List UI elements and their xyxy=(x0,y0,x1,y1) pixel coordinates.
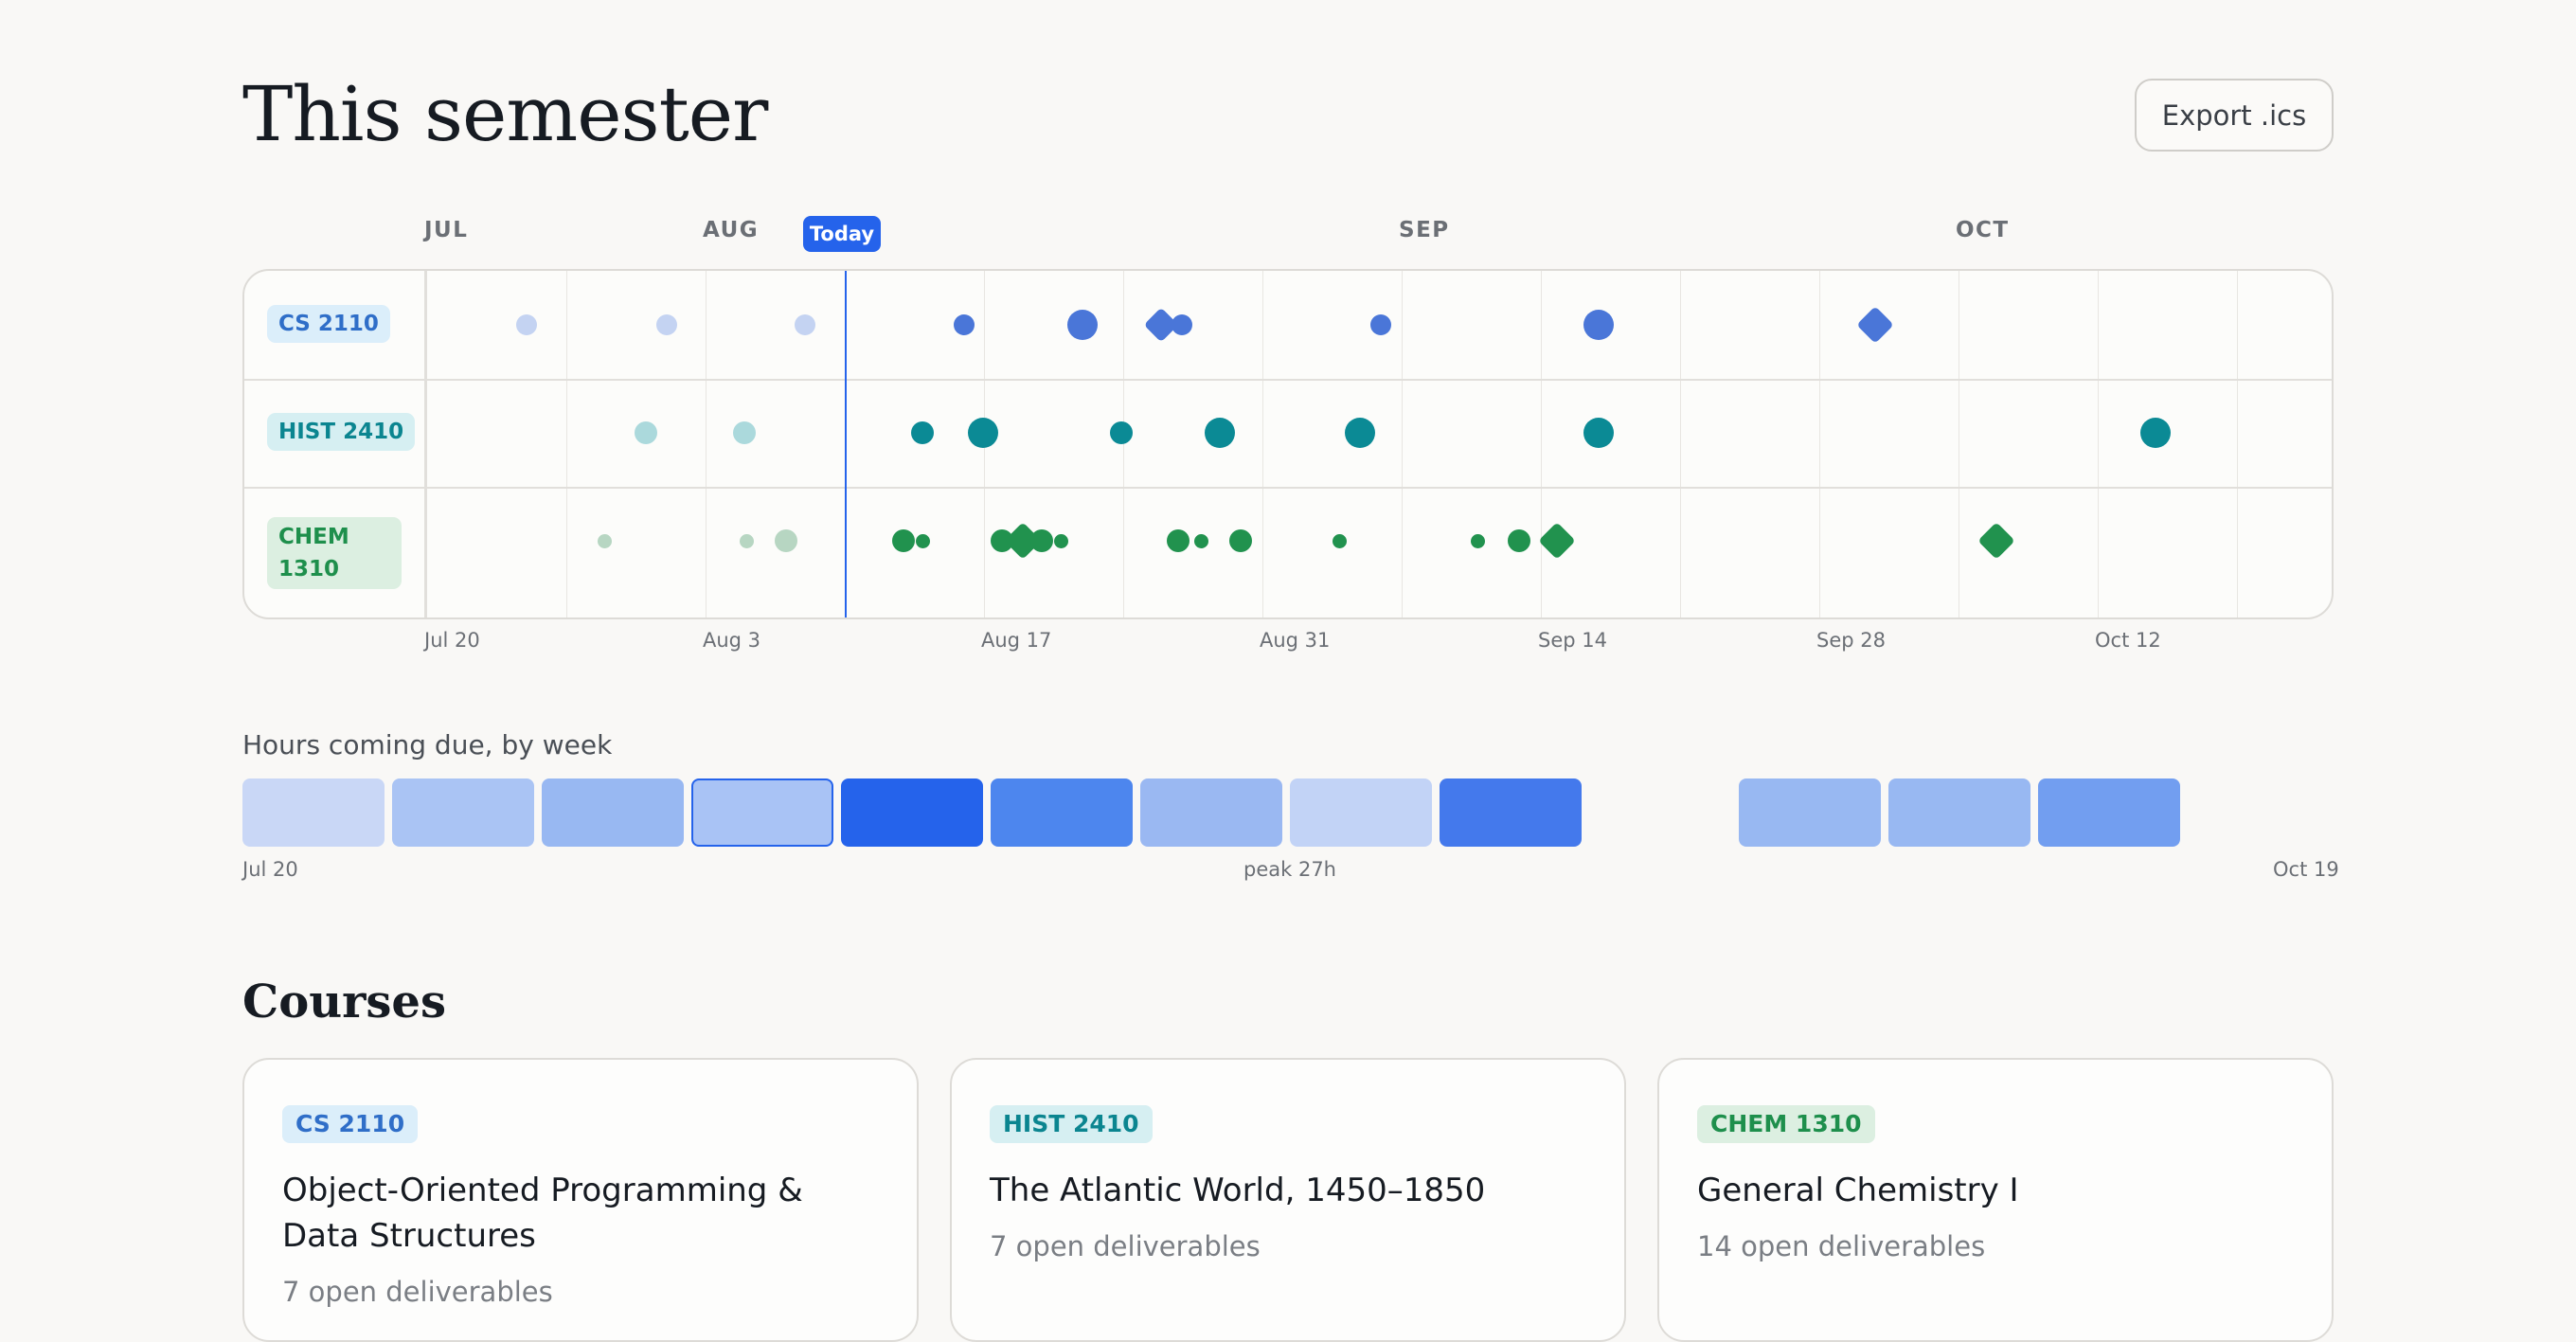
date-label: Jul 20 xyxy=(424,629,480,652)
date-label: Aug 31 xyxy=(1260,629,1331,652)
week-bar[interactable] xyxy=(542,778,684,847)
open-deliverables-count: 7 open deliverables xyxy=(990,1230,1261,1262)
course-card-cs-2110[interactable]: CS 2110 Object-Oriented Programming & Da… xyxy=(242,1058,919,1342)
hours-by-week-title: Hours coming due, by week xyxy=(242,729,613,760)
deadline-dot-marker[interactable] xyxy=(1205,418,1235,448)
deadline-dot-marker[interactable] xyxy=(1172,314,1192,335)
month-label-aug: AUG xyxy=(703,218,760,242)
week-bar[interactable] xyxy=(841,778,983,847)
deadline-dot-marker[interactable] xyxy=(1067,310,1098,340)
weeks-start-label: Jul 20 xyxy=(242,858,298,881)
deadline-dot-marker[interactable] xyxy=(915,533,930,548)
page-title: This semester xyxy=(242,70,768,158)
row-label-hist-2410[interactable]: HIST 2410 xyxy=(267,413,416,451)
course-card-chem-1310[interactable]: CHEM 1310 General Chemistry I 14 open de… xyxy=(1657,1058,2334,1342)
deadline-dot-marker[interactable] xyxy=(954,314,975,335)
export-ics-button[interactable]: Export .ics xyxy=(2135,79,2334,152)
date-label: Aug 3 xyxy=(703,629,761,652)
week-bar[interactable] xyxy=(1140,778,1282,847)
courses-section-title: Courses xyxy=(242,975,446,1029)
deadline-dot-marker[interactable] xyxy=(635,421,657,444)
month-label-oct: OCT xyxy=(1956,218,2010,242)
deadline-dot-marker[interactable] xyxy=(775,529,797,552)
weeks-end-label: Oct 19 xyxy=(2273,858,2339,881)
deadline-dot-marker[interactable] xyxy=(968,418,998,448)
peak-hours-label: peak 27h xyxy=(1243,858,1336,881)
deadline-dot-marker[interactable] xyxy=(656,314,677,335)
deadline-dot-marker[interactable] xyxy=(1193,533,1208,548)
week-bar[interactable] xyxy=(1888,778,2030,847)
deadline-dot-marker[interactable] xyxy=(1332,533,1347,548)
deadline-dot-marker[interactable] xyxy=(795,314,815,335)
date-label: Oct 12 xyxy=(2095,629,2161,652)
deadline-dot-marker[interactable] xyxy=(1508,529,1530,552)
deadline-dot-marker[interactable] xyxy=(1583,310,1614,340)
deadline-dot-marker[interactable] xyxy=(1110,421,1133,444)
course-card-hist-2410[interactable]: HIST 2410 The Atlantic World, 1450–1850 … xyxy=(950,1058,1626,1342)
deadline-dot-marker[interactable] xyxy=(597,533,612,548)
deadline-diamond-marker[interactable] xyxy=(1538,522,1576,560)
course-name: General Chemistry I xyxy=(1697,1172,2019,1209)
deadline-dot-marker[interactable] xyxy=(911,421,934,444)
week-bar-selected[interactable] xyxy=(691,778,833,847)
week-bar[interactable] xyxy=(2038,778,2180,847)
row-label-cs-2110[interactable]: CS 2110 xyxy=(267,305,390,343)
deadline-dot-marker[interactable] xyxy=(1030,529,1053,552)
week-bar[interactable] xyxy=(1739,778,1881,847)
deadline-dot-marker[interactable] xyxy=(1583,418,1614,448)
week-bar[interactable] xyxy=(1290,778,1432,847)
month-label-jul: JUL xyxy=(424,218,469,242)
week-bar[interactable] xyxy=(392,778,534,847)
deadline-timeline: CS 2110 HIST 2410 CHEM 1310 xyxy=(242,269,2334,619)
deadline-dot-marker[interactable] xyxy=(1229,529,1252,552)
course-code-badge: HIST 2410 xyxy=(990,1105,1153,1143)
date-label: Sep 28 xyxy=(1816,629,1886,652)
week-bar[interactable] xyxy=(991,778,1133,847)
course-code-badge: CS 2110 xyxy=(282,1105,419,1143)
deadline-dot-marker[interactable] xyxy=(1053,533,1068,548)
deadline-diamond-marker[interactable] xyxy=(1977,522,2015,560)
today-badge: Today xyxy=(803,216,881,252)
open-deliverables-count: 7 open deliverables xyxy=(282,1276,553,1308)
month-label-sep: SEP xyxy=(1399,218,1450,242)
deadline-dot-marker[interactable] xyxy=(1470,533,1485,548)
date-label: Sep 14 xyxy=(1538,629,1607,652)
deadline-diamond-marker[interactable] xyxy=(1856,306,1894,344)
week-bar[interactable] xyxy=(242,778,385,847)
deadline-dot-marker[interactable] xyxy=(733,421,756,444)
deadline-dot-marker[interactable] xyxy=(1370,314,1391,335)
deadline-dot-marker[interactable] xyxy=(892,529,915,552)
deadline-dot-marker[interactable] xyxy=(739,533,754,548)
deadline-dot-marker[interactable] xyxy=(516,314,537,335)
today-line xyxy=(845,271,847,617)
course-name: The Atlantic World, 1450–1850 xyxy=(990,1172,1486,1209)
deadline-dot-marker[interactable] xyxy=(2140,418,2171,448)
row-label-chem-1310[interactable]: CHEM 1310 xyxy=(267,517,402,589)
open-deliverables-count: 14 open deliverables xyxy=(1697,1230,1986,1262)
course-name: Object-Oriented Programming & Data Struc… xyxy=(282,1172,803,1255)
week-bar[interactable] xyxy=(1440,778,1582,847)
course-code-badge: CHEM 1310 xyxy=(1697,1105,1875,1143)
deadline-dot-marker[interactable] xyxy=(1345,418,1375,448)
deadline-dot-marker[interactable] xyxy=(1167,529,1190,552)
date-label: Aug 17 xyxy=(981,629,1052,652)
